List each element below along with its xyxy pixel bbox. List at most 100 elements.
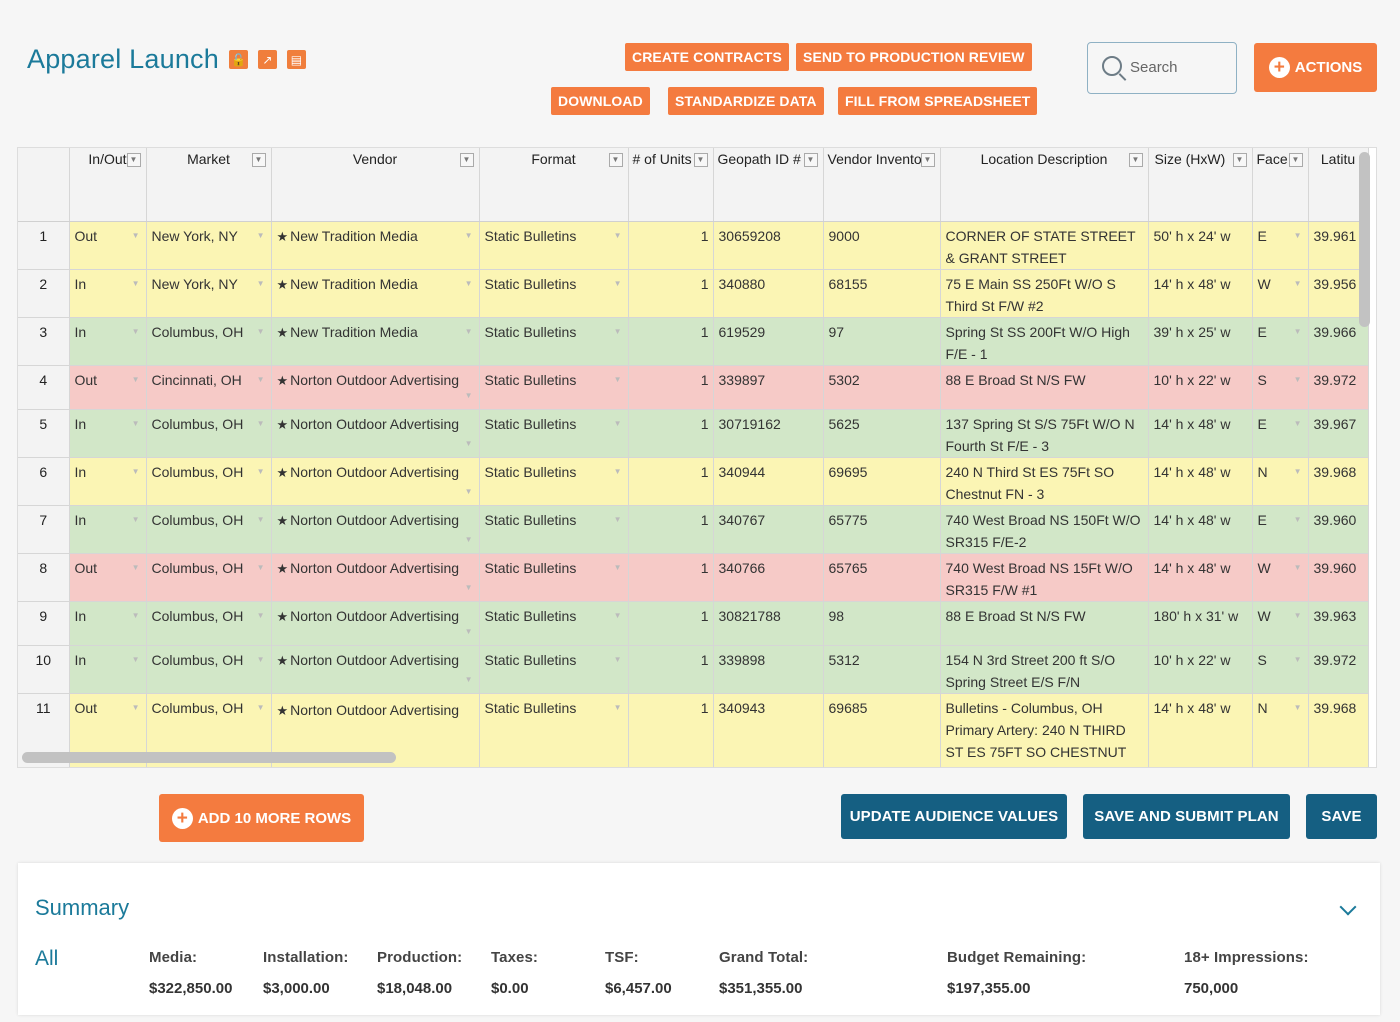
vertical-scrollbar[interactable] bbox=[1359, 152, 1370, 327]
data-grid[interactable]: In/Out ▼ Market ▼ Vendor ▼ Format ▼ # of Uni… bbox=[17, 147, 1377, 768]
dropdown-arrow-icon[interactable]: ▼ bbox=[613, 702, 622, 712]
dropdown-arrow-icon[interactable]: ▼ bbox=[464, 230, 473, 240]
cell-location-description[interactable]: Bulletins - Columbus, OH Primary Artery:… bbox=[940, 693, 1149, 767]
cell-face[interactable]: N ▼ bbox=[1252, 457, 1309, 506]
table-row[interactable]: 6 In ▼ Columbus, OH ▼ ★ Norton Outdoor Adverti… bbox=[18, 457, 1369, 506]
filter-icon[interactable]: ▼ bbox=[1288, 153, 1303, 167]
search-input[interactable] bbox=[1130, 59, 1225, 76]
cell-size[interactable]: 10' h x 22' w bbox=[1148, 365, 1253, 410]
dropdown-arrow-icon[interactable]: ▼ bbox=[131, 466, 140, 476]
cell-market[interactable]: Columbus, OH ▼ bbox=[146, 505, 272, 554]
dropdown-arrow-icon[interactable]: ▼ bbox=[256, 514, 265, 524]
filter-icon[interactable]: ▼ bbox=[608, 153, 623, 167]
cell-market[interactable]: Cincinnati, OH ▼ bbox=[146, 365, 272, 410]
cell-vendor[interactable]: ★Norton Outdoor Advertising▼ bbox=[271, 505, 480, 554]
dropdown-arrow-icon[interactable]: ▼ bbox=[131, 230, 140, 240]
dropdown-arrow-icon[interactable]: ▼ bbox=[464, 326, 473, 336]
cell-vendor[interactable]: ★Norton Outdoor Advertising▼ bbox=[271, 645, 480, 694]
dropdown-arrow-icon[interactable]: ▼ bbox=[613, 326, 622, 336]
cell-size[interactable]: 10' h x 22' w bbox=[1148, 645, 1253, 694]
dropdown-arrow-icon[interactable]: ▼ bbox=[131, 702, 140, 712]
cell-latitude[interactable]: 39.972 bbox=[1308, 645, 1369, 694]
cell-in-out[interactable]: In ▼ bbox=[69, 269, 147, 318]
cell-location-description[interactable]: 240 N Third St ES 75Ft SO Chestnut FN - … bbox=[940, 457, 1149, 506]
dropdown-arrow-icon[interactable]: ▼ bbox=[256, 610, 265, 620]
cell-latitude[interactable]: 39.968 bbox=[1308, 693, 1369, 767]
dropdown-arrow-icon[interactable]: ▼ bbox=[465, 761, 473, 768]
cell-vendor-inventory[interactable]: 69685 bbox=[823, 693, 941, 767]
cell-location-description[interactable]: CORNER OF STATE STREET & GRANT STREET bbox=[940, 221, 1149, 270]
table-row[interactable]: 11 Out ▼ Columbus, OH ▼ ★ Norton Outdoor Adver… bbox=[18, 693, 1369, 768]
dropdown-arrow-icon[interactable]: ▼ bbox=[464, 278, 473, 288]
filter-icon[interactable]: ▼ bbox=[251, 153, 266, 167]
cell-vendor-inventory[interactable]: 5312 bbox=[823, 645, 941, 694]
table-row[interactable]: 10 In ▼ Columbus, OH ▼ ★ Norton Outdoor Advert… bbox=[18, 645, 1369, 694]
add-more-rows-button[interactable]: + ADD 10 MORE ROWS bbox=[159, 794, 364, 842]
create-contracts-button[interactable]: CREATE CONTRACTS bbox=[625, 43, 789, 71]
cell-format[interactable]: Static Bulletins ▼ bbox=[479, 645, 629, 694]
dropdown-arrow-icon[interactable]: ▼ bbox=[613, 466, 622, 476]
dropdown-arrow-icon[interactable]: ▼ bbox=[613, 610, 622, 620]
dropdown-arrow-icon[interactable]: ▼ bbox=[256, 654, 265, 664]
cell-geopath-id[interactable]: 339897 bbox=[713, 365, 824, 410]
cell-size[interactable]: 14' h x 48' w bbox=[1148, 269, 1253, 318]
cell-vendor-inventory[interactable]: 97 bbox=[823, 317, 941, 366]
cell-geopath-id[interactable]: 340944 bbox=[713, 457, 824, 506]
cell-vendor-inventory[interactable]: 65775 bbox=[823, 505, 941, 554]
cell-location-description[interactable]: 88 E Broad St N/S FW bbox=[940, 601, 1149, 646]
table-row[interactable]: 5 In ▼ Columbus, OH ▼ ★ Norton Outdoor Adverti… bbox=[18, 409, 1369, 458]
dropdown-arrow-icon[interactable]: ▼ bbox=[256, 466, 265, 476]
actions-button[interactable]: + ACTIONS bbox=[1254, 43, 1377, 92]
cell-format[interactable]: Static Bulletins ▼ bbox=[479, 269, 629, 318]
table-row[interactable]: 7 In ▼ Columbus, OH ▼ ★ Norton Outdoor Adverti… bbox=[18, 505, 1369, 554]
dropdown-arrow-icon[interactable]: ▼ bbox=[464, 534, 473, 544]
dropdown-arrow-icon[interactable]: ▼ bbox=[1293, 654, 1302, 664]
col-header-location-description[interactable]: Location Description ▼ bbox=[940, 148, 1149, 222]
cell-market[interactable]: Columbus, OH ▼ bbox=[146, 409, 272, 458]
dropdown-arrow-icon[interactable]: ▼ bbox=[1293, 230, 1302, 240]
dropdown-arrow-icon[interactable]: ▼ bbox=[464, 486, 473, 496]
cell-market[interactable]: New York, NY ▼ bbox=[146, 269, 272, 318]
dropdown-arrow-icon[interactable]: ▼ bbox=[256, 562, 265, 572]
filter-icon[interactable]: ▼ bbox=[693, 153, 708, 167]
filter-icon[interactable]: ▼ bbox=[803, 153, 818, 167]
dropdown-arrow-icon[interactable]: ▼ bbox=[464, 438, 473, 448]
dropdown-arrow-icon[interactable]: ▼ bbox=[256, 326, 265, 336]
cell-latitude[interactable]: 39.972 bbox=[1308, 365, 1369, 410]
horizontal-scrollbar[interactable] bbox=[22, 752, 396, 763]
cell-format[interactable]: Static Bulletins ▼ bbox=[479, 365, 629, 410]
cell-geopath-id[interactable]: 339898 bbox=[713, 645, 824, 694]
send-to-production-review-button[interactable]: SEND TO PRODUCTION REVIEW bbox=[796, 43, 1032, 71]
cell-format[interactable]: Static Bulletins ▼ bbox=[479, 693, 629, 767]
cell-in-out[interactable]: In ▼ bbox=[69, 505, 147, 554]
dropdown-arrow-icon[interactable]: ▼ bbox=[1293, 418, 1302, 428]
dropdown-arrow-icon[interactable]: ▼ bbox=[256, 278, 265, 288]
expand-icon[interactable]: ↗ bbox=[257, 50, 277, 69]
cell-vendor[interactable]: ★ New Tradition Media ▼ bbox=[271, 269, 480, 318]
cell-format[interactable]: Static Bulletins ▼ bbox=[479, 457, 629, 506]
cell-units[interactable]: 1 bbox=[628, 317, 714, 366]
dropdown-arrow-icon[interactable]: ▼ bbox=[1293, 562, 1302, 572]
cell-units[interactable]: 1 bbox=[628, 269, 714, 318]
download-button[interactable]: DOWNLOAD bbox=[551, 87, 650, 115]
col-header-face[interactable]: Face ▼ bbox=[1252, 148, 1309, 222]
cell-format[interactable]: Static Bulletins ▼ bbox=[479, 505, 629, 554]
cell-location-description[interactable]: 740 West Broad NS 150Ft W/O SR315 F/E-2 bbox=[940, 505, 1149, 554]
col-header-size[interactable]: Size (HxW) ▼ bbox=[1148, 148, 1253, 222]
dropdown-arrow-icon[interactable]: ▼ bbox=[256, 702, 265, 712]
filter-icon[interactable]: ▼ bbox=[459, 153, 474, 167]
dropdown-arrow-icon[interactable]: ▼ bbox=[613, 374, 622, 384]
cell-vendor-inventory[interactable]: 69695 bbox=[823, 457, 941, 506]
cell-size[interactable]: 14' h x 48' w bbox=[1148, 553, 1253, 602]
cell-latitude[interactable]: 39.966 bbox=[1308, 317, 1369, 366]
cell-in-out[interactable]: In ▼ bbox=[69, 409, 147, 458]
col-header-market[interactable]: Market ▼ bbox=[146, 148, 272, 222]
cell-geopath-id[interactable]: 30659208 bbox=[713, 221, 824, 270]
cell-latitude[interactable]: 39.963 bbox=[1308, 601, 1369, 646]
cell-latitude[interactable]: 39.956 bbox=[1308, 269, 1369, 318]
filter-icon[interactable]: ▼ bbox=[1128, 153, 1143, 167]
dropdown-arrow-icon[interactable]: ▼ bbox=[131, 418, 140, 428]
table-row[interactable]: 9 In ▼ Columbus, OH ▼ ★ Norton Outdoor Adverti… bbox=[18, 601, 1369, 646]
save-button[interactable]: SAVE bbox=[1306, 794, 1377, 839]
cell-in-out[interactable]: Out ▼ bbox=[69, 553, 147, 602]
